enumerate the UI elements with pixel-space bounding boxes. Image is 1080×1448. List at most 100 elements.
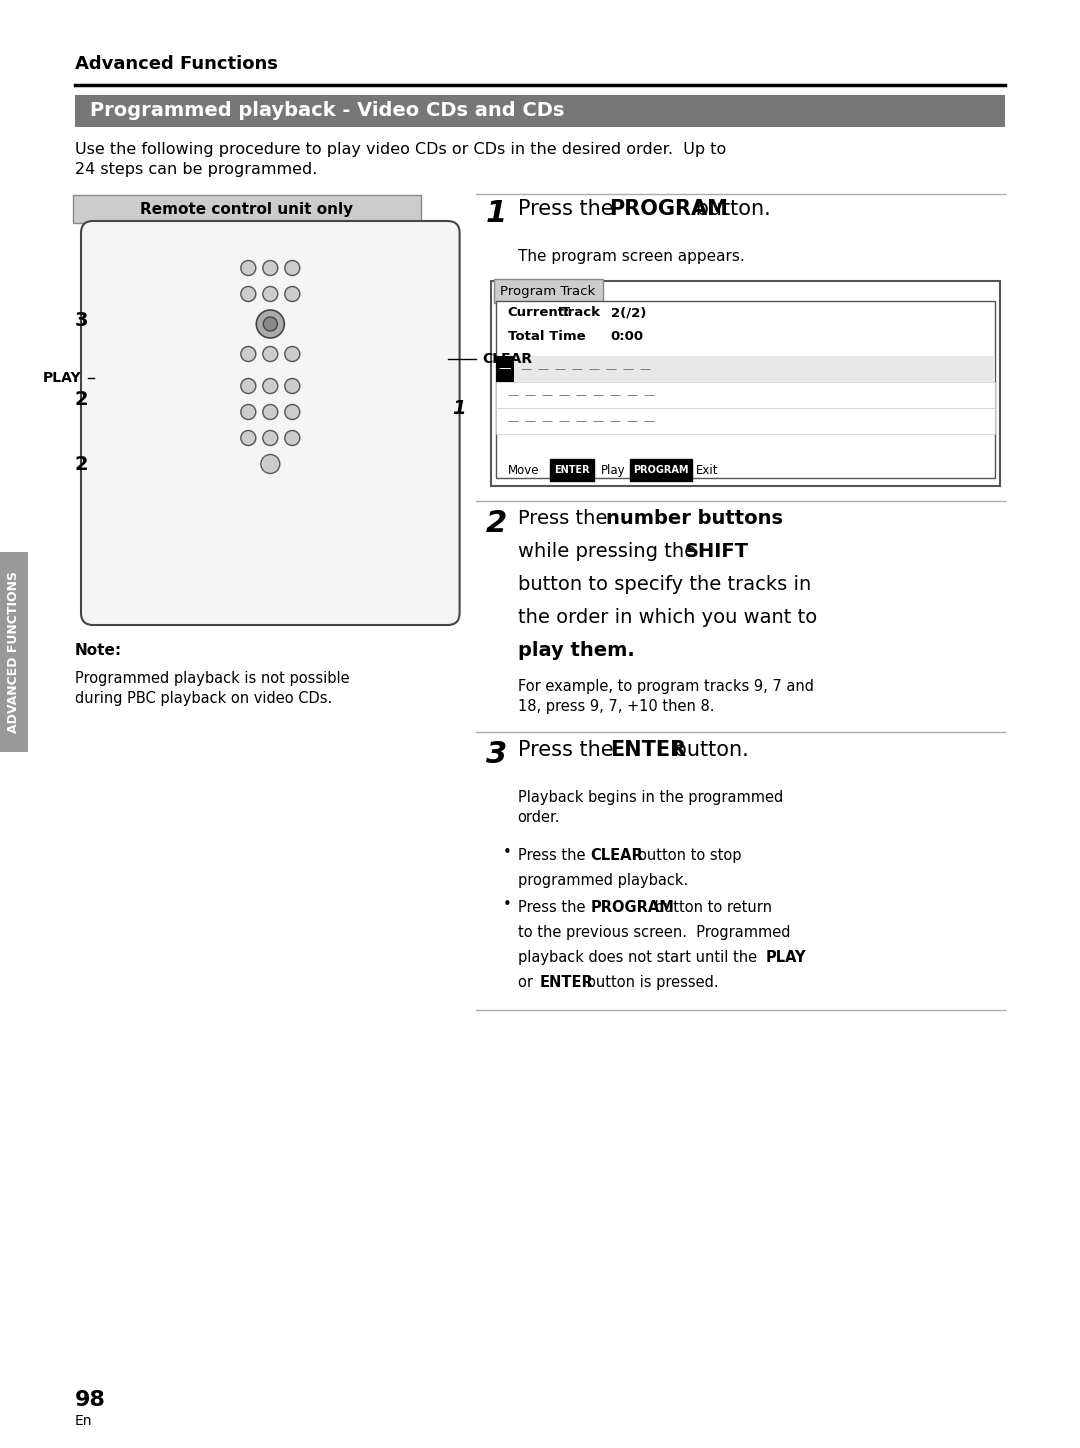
Bar — [496, 408, 995, 434]
Text: —: — — [498, 362, 511, 375]
Bar — [0, 552, 28, 752]
Circle shape — [285, 287, 300, 301]
Bar — [496, 356, 995, 382]
FancyBboxPatch shape — [81, 222, 460, 626]
Text: programmed playback.: programmed playback. — [517, 873, 688, 888]
Text: Advanced Functions: Advanced Functions — [75, 55, 278, 72]
Text: 3: 3 — [75, 310, 87, 330]
Text: —: — — [639, 363, 651, 374]
Text: —: — — [606, 363, 617, 374]
Text: The program screen appears.: The program screen appears. — [517, 249, 744, 264]
Circle shape — [262, 404, 278, 420]
Text: —: — — [576, 416, 586, 426]
Text: —: — — [609, 390, 621, 400]
Text: —: — — [593, 416, 604, 426]
FancyBboxPatch shape — [75, 96, 1005, 127]
FancyBboxPatch shape — [494, 279, 603, 303]
Bar — [490, 281, 1000, 487]
Text: Press the: Press the — [517, 901, 590, 915]
Circle shape — [264, 317, 278, 332]
Text: or: or — [517, 975, 537, 990]
Circle shape — [285, 430, 300, 446]
Text: —: — — [508, 390, 518, 400]
Text: button to specify the tracks in: button to specify the tracks in — [517, 575, 811, 594]
Bar — [496, 301, 995, 478]
Text: Current:: Current: — [508, 306, 570, 319]
Text: Press the: Press the — [517, 510, 613, 529]
Text: button is pressed.: button is pressed. — [582, 975, 718, 990]
Text: CLEAR: CLEAR — [591, 849, 644, 863]
Text: PROGRAM: PROGRAM — [591, 901, 675, 915]
Text: Playback begins in the programmed
order.: Playback begins in the programmed order. — [517, 791, 783, 825]
Circle shape — [262, 287, 278, 301]
Text: 3: 3 — [486, 740, 507, 769]
Text: 0:00: 0:00 — [610, 330, 644, 343]
Text: Total Time: Total Time — [508, 330, 585, 343]
Text: Press the: Press the — [517, 740, 620, 760]
Text: 98: 98 — [75, 1390, 106, 1410]
Text: —: — — [525, 390, 536, 400]
Circle shape — [241, 430, 256, 446]
Text: —: — — [622, 363, 634, 374]
Bar — [496, 356, 514, 382]
Text: Note:: Note: — [75, 643, 122, 657]
Text: PLAY: PLAY — [43, 371, 82, 385]
Text: —: — — [558, 416, 570, 426]
Circle shape — [241, 378, 256, 394]
Text: Use the following procedure to play video CDs or CDs in the desired order.  Up t: Use the following procedure to play vide… — [75, 142, 726, 177]
Text: En: En — [75, 1415, 93, 1428]
Circle shape — [241, 346, 256, 362]
Text: CLEAR: CLEAR — [483, 352, 532, 366]
Text: ENTER: ENTER — [540, 975, 593, 990]
Text: number buttons: number buttons — [606, 510, 783, 529]
Text: PLAY: PLAY — [766, 950, 807, 964]
FancyBboxPatch shape — [630, 459, 691, 481]
Text: SHIFT: SHIFT — [685, 542, 748, 560]
Text: —: — — [571, 363, 583, 374]
Text: button to return: button to return — [650, 901, 772, 915]
Circle shape — [241, 261, 256, 275]
Text: •: • — [502, 896, 511, 912]
Text: —: — — [555, 363, 566, 374]
Circle shape — [285, 404, 300, 420]
Text: Programmed playback - Video CDs and CDs: Programmed playback - Video CDs and CDs — [90, 101, 565, 120]
Text: ENTER: ENTER — [554, 465, 590, 475]
Circle shape — [285, 378, 300, 394]
Text: —: — — [508, 416, 518, 426]
Text: play them.: play them. — [517, 641, 634, 660]
Text: 1: 1 — [486, 198, 507, 227]
Text: the order in which you want to: the order in which you want to — [517, 608, 816, 627]
Text: —: — — [644, 390, 654, 400]
Circle shape — [262, 378, 278, 394]
Text: —: — — [576, 390, 586, 400]
Text: —: — — [589, 363, 599, 374]
Text: PROGRAM: PROGRAM — [609, 198, 729, 219]
Text: button.: button. — [666, 740, 748, 760]
Text: —: — — [609, 416, 621, 426]
Circle shape — [262, 346, 278, 362]
Circle shape — [256, 310, 284, 337]
Text: to the previous screen.  Programmed: to the previous screen. Programmed — [517, 925, 791, 940]
Text: Move: Move — [508, 463, 539, 476]
Text: —: — — [541, 390, 553, 400]
Text: Press the: Press the — [517, 198, 620, 219]
Text: —: — — [593, 390, 604, 400]
Text: PROGRAM: PROGRAM — [633, 465, 688, 475]
Text: 1: 1 — [451, 398, 465, 417]
Text: ENTER: ENTER — [610, 740, 687, 760]
Text: button to stop: button to stop — [633, 849, 742, 863]
Text: Exit: Exit — [696, 463, 718, 476]
Text: —: — — [525, 416, 536, 426]
Text: 2: 2 — [486, 510, 507, 539]
Circle shape — [285, 346, 300, 362]
Text: For example, to program tracks 9, 7 and
18, press 9, 7, +10 then 8.: For example, to program tracks 9, 7 and … — [517, 679, 813, 714]
Text: —: — — [558, 390, 570, 400]
Circle shape — [241, 404, 256, 420]
Text: Programmed playback is not possible
during PBC playback on video CDs.: Programmed playback is not possible duri… — [75, 670, 350, 705]
FancyBboxPatch shape — [550, 459, 594, 481]
Text: Play: Play — [600, 463, 625, 476]
Text: 2: 2 — [75, 455, 87, 473]
Text: 2(/2): 2(/2) — [610, 306, 646, 319]
Text: —: — — [626, 390, 637, 400]
Text: ADVANCED FUNCTIONS: ADVANCED FUNCTIONS — [8, 571, 21, 733]
